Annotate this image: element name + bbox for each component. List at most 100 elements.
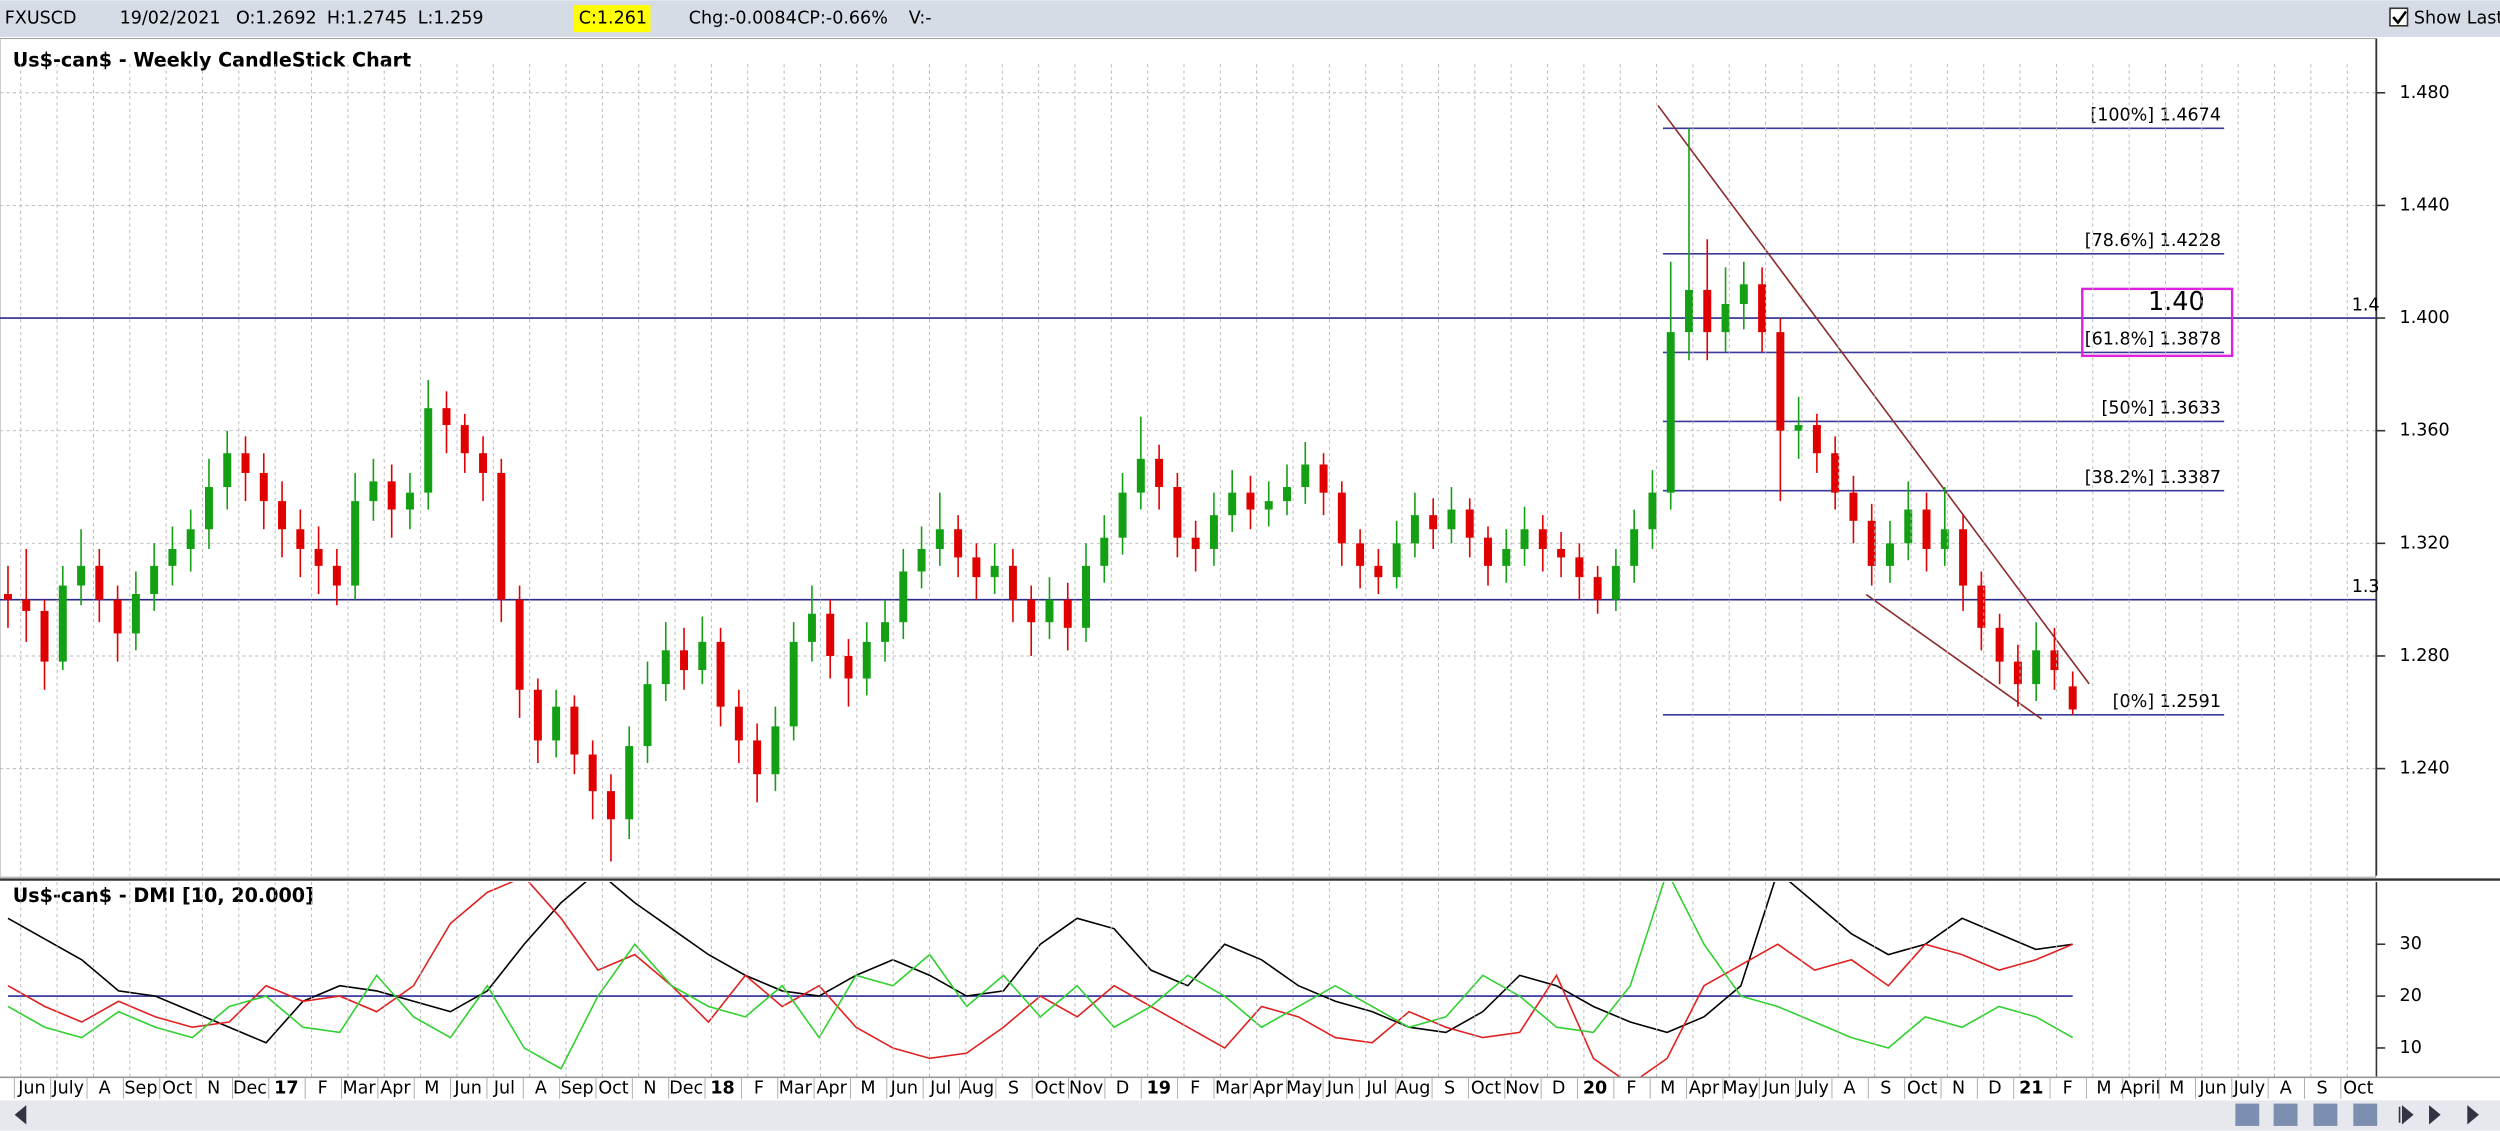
x-tick-label: Dec <box>233 1078 267 1098</box>
horizontal-line-label: 1.4 <box>2352 295 2380 315</box>
x-tick-label: May <box>1722 1078 1758 1098</box>
candle-body <box>1885 543 1894 566</box>
candle-body <box>1849 492 1858 521</box>
candle-body <box>95 565 104 600</box>
candle-body <box>643 684 652 747</box>
candle-body <box>77 565 86 586</box>
x-tick-label: Jun <box>2198 1078 2226 1098</box>
main-plot: [100%] 1.4674 [78.6%] 1.4228 [61.8%] 1.387… <box>0 92 2376 862</box>
candle-body <box>1685 289 1693 333</box>
close: C:1.261 <box>579 9 647 29</box>
date: 19/02/2021 <box>120 9 221 29</box>
candle-body <box>1209 515 1218 549</box>
show-last-label[interactable]: Show Last <box>2414 9 2500 29</box>
x-tick-label: Sep <box>124 1078 157 1098</box>
x-tick-label: S <box>1008 1078 1019 1098</box>
x-tick-label: Apr <box>1689 1078 1720 1098</box>
x-tick-label: Jun <box>1762 1078 1790 1098</box>
x-tick-label: F <box>1626 1078 1636 1098</box>
x-tick-label: M <box>860 1078 875 1098</box>
candle-body <box>1191 537 1200 549</box>
candle-body <box>1977 585 1986 628</box>
x-tick-label: July <box>51 1078 83 1098</box>
candle-body <box>479 453 488 473</box>
candle-body <box>1812 425 1821 454</box>
candle-body <box>314 548 323 566</box>
candle-body <box>2013 661 2022 685</box>
x-tick-label: A <box>2280 1078 2292 1098</box>
y-tick-label: 1.480 <box>2400 83 2450 103</box>
candle-body <box>1502 548 1511 566</box>
toolbar-button[interactable] <box>2273 1103 2298 1126</box>
candle-body <box>807 613 816 642</box>
x-tick-label: Nov <box>1069 1078 1103 1098</box>
candle-body <box>844 655 853 679</box>
scroll-buttons[interactable] <box>14 1105 2479 1125</box>
scrollbar[interactable] <box>0 1100 2500 1131</box>
candle-body <box>698 641 707 671</box>
x-tick-label: S <box>1880 1078 1891 1098</box>
candle-body <box>1959 529 1968 586</box>
x-tick-label: Jul <box>493 1078 515 1098</box>
low: L:1.259 <box>418 9 484 29</box>
candle-body <box>917 548 926 572</box>
candle-body <box>1008 565 1017 600</box>
toolbar-button[interactable] <box>2313 1103 2338 1126</box>
x-tick-label: 19 <box>1147 1078 1171 1098</box>
x-tick-label: A <box>1843 1078 1855 1098</box>
x-tick-label: July <box>1796 1078 1829 1098</box>
candle-body <box>278 501 287 530</box>
candle-body <box>405 492 414 510</box>
fib-label: [0%] 1.2591 <box>2113 692 2221 712</box>
candle-body <box>1410 515 1419 544</box>
x-tick-label: Oct <box>2343 1078 2373 1098</box>
fib-label: [100%] 1.4674 <box>2090 106 2221 126</box>
toolbar-button[interactable] <box>2235 1103 2260 1126</box>
candle-body <box>2068 686 2077 710</box>
candle-body <box>1100 537 1109 566</box>
y-tick-label: 30 <box>2400 934 2422 954</box>
x-tick-label: 18 <box>710 1078 734 1098</box>
axes: Jun July A Sep Oct N Dec 17 F Mar Apr M Jun Jul A Sep Oc… <box>13 38 2450 1099</box>
candle-body <box>1575 557 1584 578</box>
x-tick-label: D <box>1552 1078 1566 1098</box>
candle-body <box>552 706 561 741</box>
fib-label: [61.8%] 1.3878 <box>2085 330 2221 350</box>
candle-body <box>460 425 469 454</box>
candle-body <box>734 706 743 741</box>
candle-body <box>625 746 634 820</box>
x-tick-label: Aug <box>960 1078 994 1098</box>
candle-body <box>131 594 140 634</box>
x-tick-label: 21 <box>2019 1078 2043 1098</box>
candle-body <box>1465 509 1474 538</box>
candle-body <box>1447 509 1456 530</box>
x-tick-label: Jul <box>929 1078 951 1098</box>
candle-body <box>1283 487 1291 502</box>
candle-body <box>1118 492 1127 538</box>
candle-body <box>1721 303 1730 333</box>
candle-body <box>22 599 31 611</box>
candle-body <box>661 650 670 685</box>
x-tick-label: Sep <box>561 1078 594 1098</box>
dmi-line <box>7 881 2073 1044</box>
x-tick-label: Jun <box>17 1078 45 1098</box>
candle-body <box>606 791 615 820</box>
candle-body <box>862 641 871 679</box>
candle-body <box>515 599 524 690</box>
show-last-checkbox[interactable] <box>2389 7 2409 27</box>
candle-body <box>1520 529 1529 549</box>
candle-body <box>497 472 506 600</box>
x-tick-label: Oct <box>598 1078 628 1098</box>
candle-body <box>1611 565 1620 600</box>
x-tick-label: D <box>1988 1078 2002 1098</box>
x-tick-label: July <box>2233 1078 2266 1098</box>
toolbar-button[interactable] <box>2353 1103 2378 1126</box>
candle-body <box>716 641 725 707</box>
x-tick-label: Dec <box>669 1078 703 1098</box>
candle-body <box>1904 509 1913 544</box>
x-tick-label: 17 <box>274 1078 298 1098</box>
candle-body <box>241 453 250 473</box>
x-tick-label: N <box>643 1078 656 1098</box>
candle-body <box>369 481 378 502</box>
